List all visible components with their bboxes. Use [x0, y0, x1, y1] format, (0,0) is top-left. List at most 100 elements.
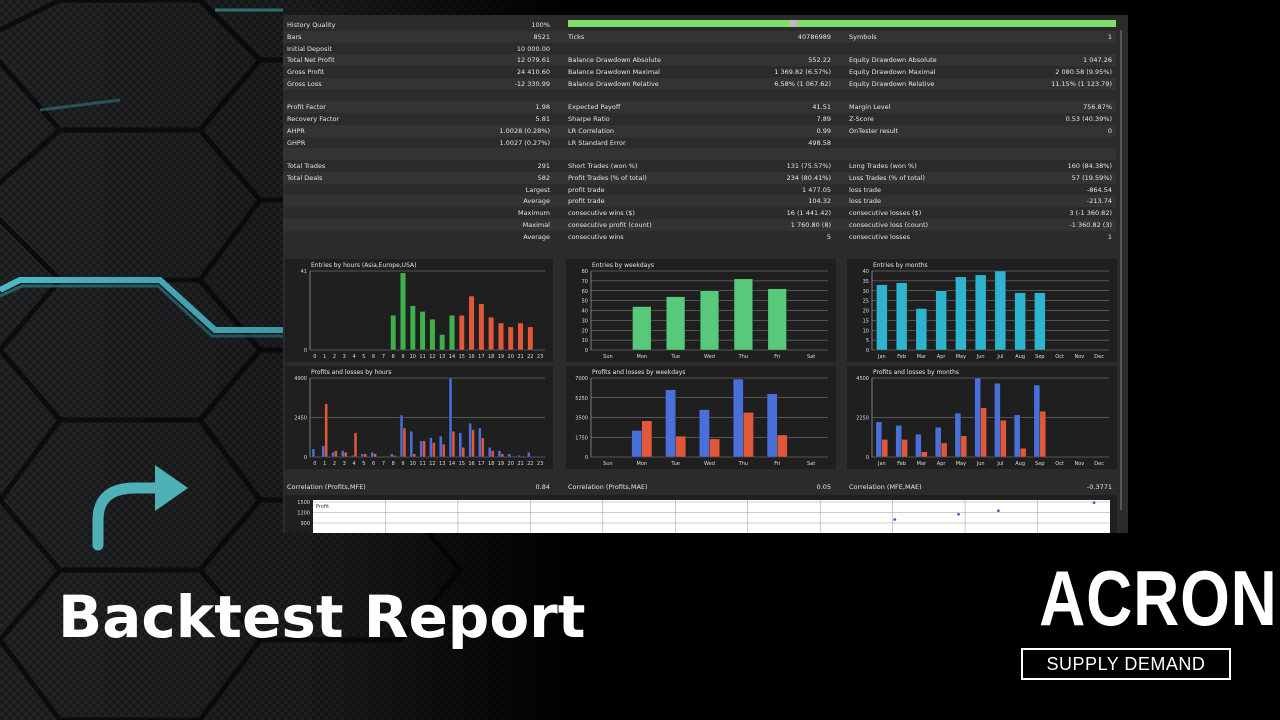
chart-bar	[449, 315, 455, 351]
chart-bar	[743, 412, 754, 458]
y-tick-label: 10	[863, 328, 869, 334]
summary-value: 6.58% (1 067.62)	[774, 79, 831, 88]
x-tick-label: 12	[429, 461, 435, 467]
x-tick-label: 8	[392, 461, 395, 467]
chart-bar	[429, 437, 433, 458]
summary-label: profit trade	[568, 197, 605, 206]
chart-bar	[439, 435, 443, 458]
x-tick-label: 15	[459, 354, 465, 360]
x-tick-label: 15	[459, 461, 465, 467]
summary-label: Sharpe Ratio	[568, 115, 610, 123]
chart-bar	[341, 450, 345, 458]
x-tick-label: 2	[333, 461, 336, 467]
chart-bar	[419, 311, 426, 351]
chart-title: Profits and losses by weekdays	[592, 369, 685, 376]
chart-bar	[875, 421, 883, 458]
chart-bar	[901, 439, 908, 458]
summary-label: Short Trades (won %)	[568, 162, 638, 170]
summary-label: Recovery Factor	[287, 115, 340, 123]
y-tick-label: 40	[582, 309, 588, 315]
chart-bar	[915, 308, 927, 351]
summary-value: 234 (80.41%)	[786, 173, 831, 182]
chart-bar	[422, 440, 426, 458]
chart-bar	[935, 290, 947, 351]
summary-label: Total Trades	[287, 162, 326, 170]
y-tick-label: 70	[582, 279, 588, 285]
x-tick-label: Wed	[704, 461, 715, 467]
summary-value: 24 410.60	[516, 68, 550, 76]
report-scrollbar[interactable]	[1120, 30, 1122, 510]
x-tick-label: 3	[343, 354, 346, 360]
y-tick-label: 5	[866, 338, 869, 344]
chart-title: Entries by weekdays	[592, 262, 654, 269]
summary-label: loss trade	[849, 197, 881, 206]
summary-value: 1 369.82 (6.57%)	[774, 68, 831, 76]
chart-bar	[733, 278, 753, 351]
y-tick-label: 0	[866, 455, 869, 461]
y-tick-label: 41	[301, 269, 307, 275]
x-tick-label: 1	[323, 461, 326, 467]
summary-value: 16 (1 441.42)	[786, 209, 831, 217]
summary-label: Expected Payoff	[568, 103, 621, 112]
summary-value: 131 (75.57%)	[786, 162, 831, 170]
chart-bar	[412, 453, 416, 458]
x-tick-label: Jul	[996, 461, 1003, 467]
chart-bar	[975, 274, 987, 351]
summary-label: Total Net Profit	[287, 56, 335, 65]
chart-bar	[400, 272, 406, 351]
summary-row: Largest profit trade 1 477.05 loss trade -86…	[283, 184, 1116, 196]
chart-bar	[641, 420, 653, 458]
chart-title: Entries by months	[873, 262, 928, 269]
y-tick-label: 1200	[297, 511, 310, 517]
summary-row: Average profit trade 104.32 loss trade -213.…	[283, 195, 1116, 208]
summary-value: -864.54	[1086, 185, 1112, 194]
chart-bar	[631, 430, 642, 458]
summary-label: Equity Drawdown Relative	[849, 79, 935, 88]
x-tick-label: 23	[537, 354, 543, 360]
summary-value: 40786989	[797, 32, 831, 41]
chart-bar	[498, 322, 504, 351]
summary-value: Maximum	[517, 209, 550, 217]
summary-row: Total Trades 291 Short Trades (won %) 131 (…	[283, 160, 1116, 172]
brand-logo-name: ACRON	[1039, 554, 1278, 642]
summary-label: Gross Loss	[287, 79, 322, 88]
x-tick-label: Tue	[670, 354, 680, 360]
y-tick-label: 7000	[575, 376, 588, 382]
chart-bar	[675, 435, 686, 458]
summary-label: consecutive loss (count)	[849, 220, 929, 229]
chart-bar	[481, 437, 485, 458]
chart-bar	[954, 412, 962, 458]
chart-bar	[777, 434, 788, 458]
summary-row: Total Net Profit 12 079.61 Balance Drawdow…	[283, 54, 1116, 67]
chart-bar	[390, 315, 397, 351]
y-tick-label: 0	[585, 455, 588, 461]
summary-label: Balance Drawdown Maximal	[568, 68, 660, 76]
correlation-label: Correlation (MFE,MAE)	[849, 483, 922, 491]
summary-label: GHPR	[287, 138, 306, 147]
x-tick-label: Sun	[603, 354, 613, 360]
chart-frame	[285, 259, 553, 362]
chart-bar	[458, 432, 462, 458]
backtest-report-panel: History Quality 100% Bars 8521 Ticks 40786989…	[283, 15, 1128, 533]
y-tick-label: 0	[304, 348, 307, 354]
y-tick-label: 35	[863, 279, 869, 285]
summary-row: Gross Profit 24 410.60 Balance Drawdown Ma…	[283, 66, 1116, 78]
summary-value: 104.32	[808, 197, 831, 206]
chart-bar	[468, 422, 472, 458]
chart-bar	[353, 432, 358, 458]
y-tick-label: 4500	[856, 376, 869, 382]
x-tick-label: 0	[313, 461, 316, 467]
x-tick-label: Apr	[937, 354, 947, 360]
y-tick-label: 50	[582, 299, 588, 305]
y-tick-label: 25	[863, 299, 869, 305]
chart-bar	[488, 447, 492, 458]
chart-bar	[994, 270, 1006, 351]
chart-bar	[409, 431, 413, 458]
chart-bar	[1014, 414, 1021, 458]
summary-label: OnTester result	[849, 126, 899, 135]
summary-label: Equity Drawdown Maximal	[849, 68, 936, 76]
x-tick-label: 14	[449, 354, 455, 360]
chart-bar	[665, 389, 676, 458]
chart-frame	[285, 495, 1117, 533]
chart-title: Profits and losses by months	[873, 369, 959, 376]
